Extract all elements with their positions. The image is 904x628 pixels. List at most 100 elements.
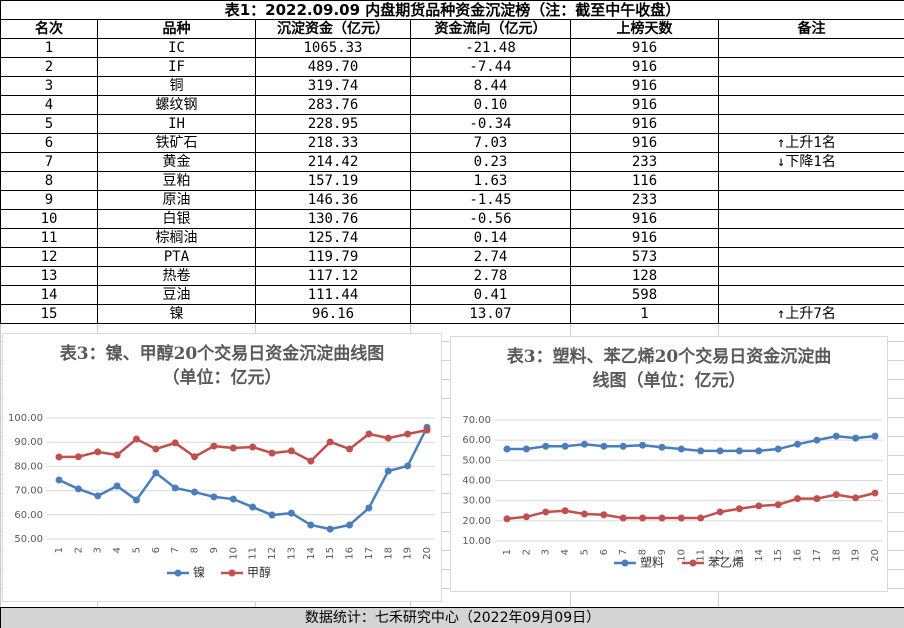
data-point bbox=[774, 445, 782, 453]
x-tick-label: 6 bbox=[151, 547, 162, 553]
x-tick-label: 14 bbox=[306, 547, 317, 560]
table-cell bbox=[718, 95, 904, 115]
data-point bbox=[249, 503, 257, 511]
table-cell: 13.07 bbox=[410, 304, 571, 324]
table-cell: 119.79 bbox=[255, 247, 411, 267]
data-point bbox=[677, 514, 685, 522]
table-cell: 916 bbox=[570, 38, 719, 58]
data-point bbox=[580, 440, 588, 448]
data-point bbox=[365, 430, 373, 438]
legend-marker bbox=[689, 559, 697, 567]
table-row: 2 IF 489.70 -7.44 916 bbox=[0, 57, 904, 77]
table-cell: 130.76 bbox=[255, 209, 411, 229]
data-point bbox=[346, 521, 354, 529]
table-cell: 1 bbox=[570, 304, 719, 324]
table-cell: 原油 bbox=[97, 190, 256, 210]
x-tick-label: 15 bbox=[773, 549, 784, 562]
x-tick-label: 11 bbox=[696, 549, 707, 562]
y-tick-label: 40.00 bbox=[462, 476, 491, 487]
table-row: 12 PTA 119.79 2.74 573 bbox=[0, 247, 904, 267]
table-cell: -1.45 bbox=[410, 190, 571, 210]
footer: 数据统计：七禾研究中心（2022年09月09日） bbox=[0, 607, 904, 628]
data-point bbox=[152, 445, 160, 453]
data-point bbox=[191, 488, 199, 496]
chart-title: 表3：塑料、苯乙烯20个交易日资金沉淀曲线图（单位：亿元） bbox=[506, 347, 832, 391]
y-tick-label: 80.00 bbox=[14, 461, 43, 472]
table-row: 15 镍 96.16 13.07 1 ↑上升7名 bbox=[0, 304, 904, 324]
data-point bbox=[542, 508, 550, 516]
table-cell bbox=[718, 209, 904, 229]
header-cell: 沉淀资金（亿元） bbox=[255, 19, 411, 39]
table-cell: 233 bbox=[570, 152, 719, 172]
table-cell bbox=[718, 76, 904, 96]
table-cell: 916 bbox=[570, 228, 719, 248]
data-point bbox=[561, 442, 569, 450]
table-cell: 489.70 bbox=[255, 57, 411, 77]
table-cell: 13 bbox=[0, 266, 98, 286]
table-cell: 6 bbox=[0, 133, 98, 153]
data-point bbox=[191, 453, 199, 461]
y-tick-label: 50.00 bbox=[14, 534, 43, 545]
y-tick-label: 70.00 bbox=[462, 415, 491, 426]
table-cell: 0.41 bbox=[410, 285, 571, 305]
data-point bbox=[600, 511, 608, 519]
data-point bbox=[697, 447, 705, 455]
table-row: 14 豆油 111.44 0.41 598 bbox=[0, 285, 904, 305]
table-cell: ↓下降1名 bbox=[718, 152, 904, 172]
table-cell: 916 bbox=[570, 95, 719, 115]
table-cell: 116 bbox=[570, 171, 719, 191]
data-point bbox=[735, 505, 743, 513]
x-tick-label: 3 bbox=[93, 547, 104, 553]
table-cell: 15 bbox=[0, 304, 98, 324]
data-point bbox=[210, 442, 218, 450]
chart: 表3：塑料、苯乙烯20个交易日资金沉淀曲线图（单位：亿元） 10.00 20.00 3… bbox=[450, 336, 888, 592]
data-point bbox=[365, 504, 373, 512]
data-point bbox=[287, 509, 295, 517]
data-point bbox=[346, 445, 354, 453]
data-point bbox=[171, 439, 179, 447]
data-point bbox=[326, 438, 334, 446]
x-tick-label: 10 bbox=[676, 549, 687, 562]
data-point bbox=[74, 485, 82, 493]
x-tick-label: 12 bbox=[715, 549, 726, 562]
x-tick-label: 11 bbox=[248, 547, 259, 560]
y-tick-label: 60.00 bbox=[14, 510, 43, 521]
table-cell: 117.12 bbox=[255, 266, 411, 286]
data-point bbox=[268, 511, 276, 519]
y-tick-label: 100.00 bbox=[8, 413, 43, 424]
table-cell: 573 bbox=[570, 247, 719, 267]
x-tick-label: 13 bbox=[286, 547, 297, 560]
data-point bbox=[600, 442, 608, 450]
table-cell: 铜 bbox=[97, 76, 256, 96]
x-tick-label: 16 bbox=[345, 547, 356, 560]
x-tick-label: 19 bbox=[851, 549, 862, 562]
y-tick-label: 30.00 bbox=[462, 496, 491, 507]
table-cell: 218.33 bbox=[255, 133, 411, 153]
data-point bbox=[852, 434, 860, 442]
table-cell: 镍 bbox=[97, 304, 256, 324]
legend-label: 苯乙烯 bbox=[708, 556, 744, 570]
table-row: 4 螺纹钢 283.76 0.10 916 bbox=[0, 95, 904, 115]
table-cell: 916 bbox=[570, 133, 719, 153]
data-point bbox=[639, 441, 647, 449]
y-tick-label: 50.00 bbox=[462, 455, 491, 466]
table-cell: 11 bbox=[0, 228, 98, 248]
table-cell: 1 bbox=[0, 38, 98, 58]
series-line bbox=[58, 426, 429, 531]
table-cell: 916 bbox=[570, 114, 719, 134]
data-point bbox=[522, 445, 530, 453]
data-point bbox=[210, 493, 218, 501]
data-point bbox=[716, 447, 724, 455]
table-title: 表1：2022.09.09 内盘期货品种资金沉淀榜（注：截至中午收盘） bbox=[0, 0, 904, 20]
table-cell: 螺纹钢 bbox=[97, 95, 256, 115]
table-cell: 棕榈油 bbox=[97, 228, 256, 248]
table-cell: 8 bbox=[0, 171, 98, 191]
table-cell: 125.74 bbox=[255, 228, 411, 248]
data-point bbox=[639, 514, 647, 522]
table-cell: 7.03 bbox=[410, 133, 571, 153]
table-cell: 铁矿石 bbox=[97, 133, 256, 153]
chart: 表3：镍、甲醇20个交易日资金沉淀曲线图（单位：亿元） 50.00 60.00 70.… bbox=[2, 333, 442, 602]
data-point bbox=[113, 451, 121, 459]
table-cell bbox=[718, 38, 904, 58]
